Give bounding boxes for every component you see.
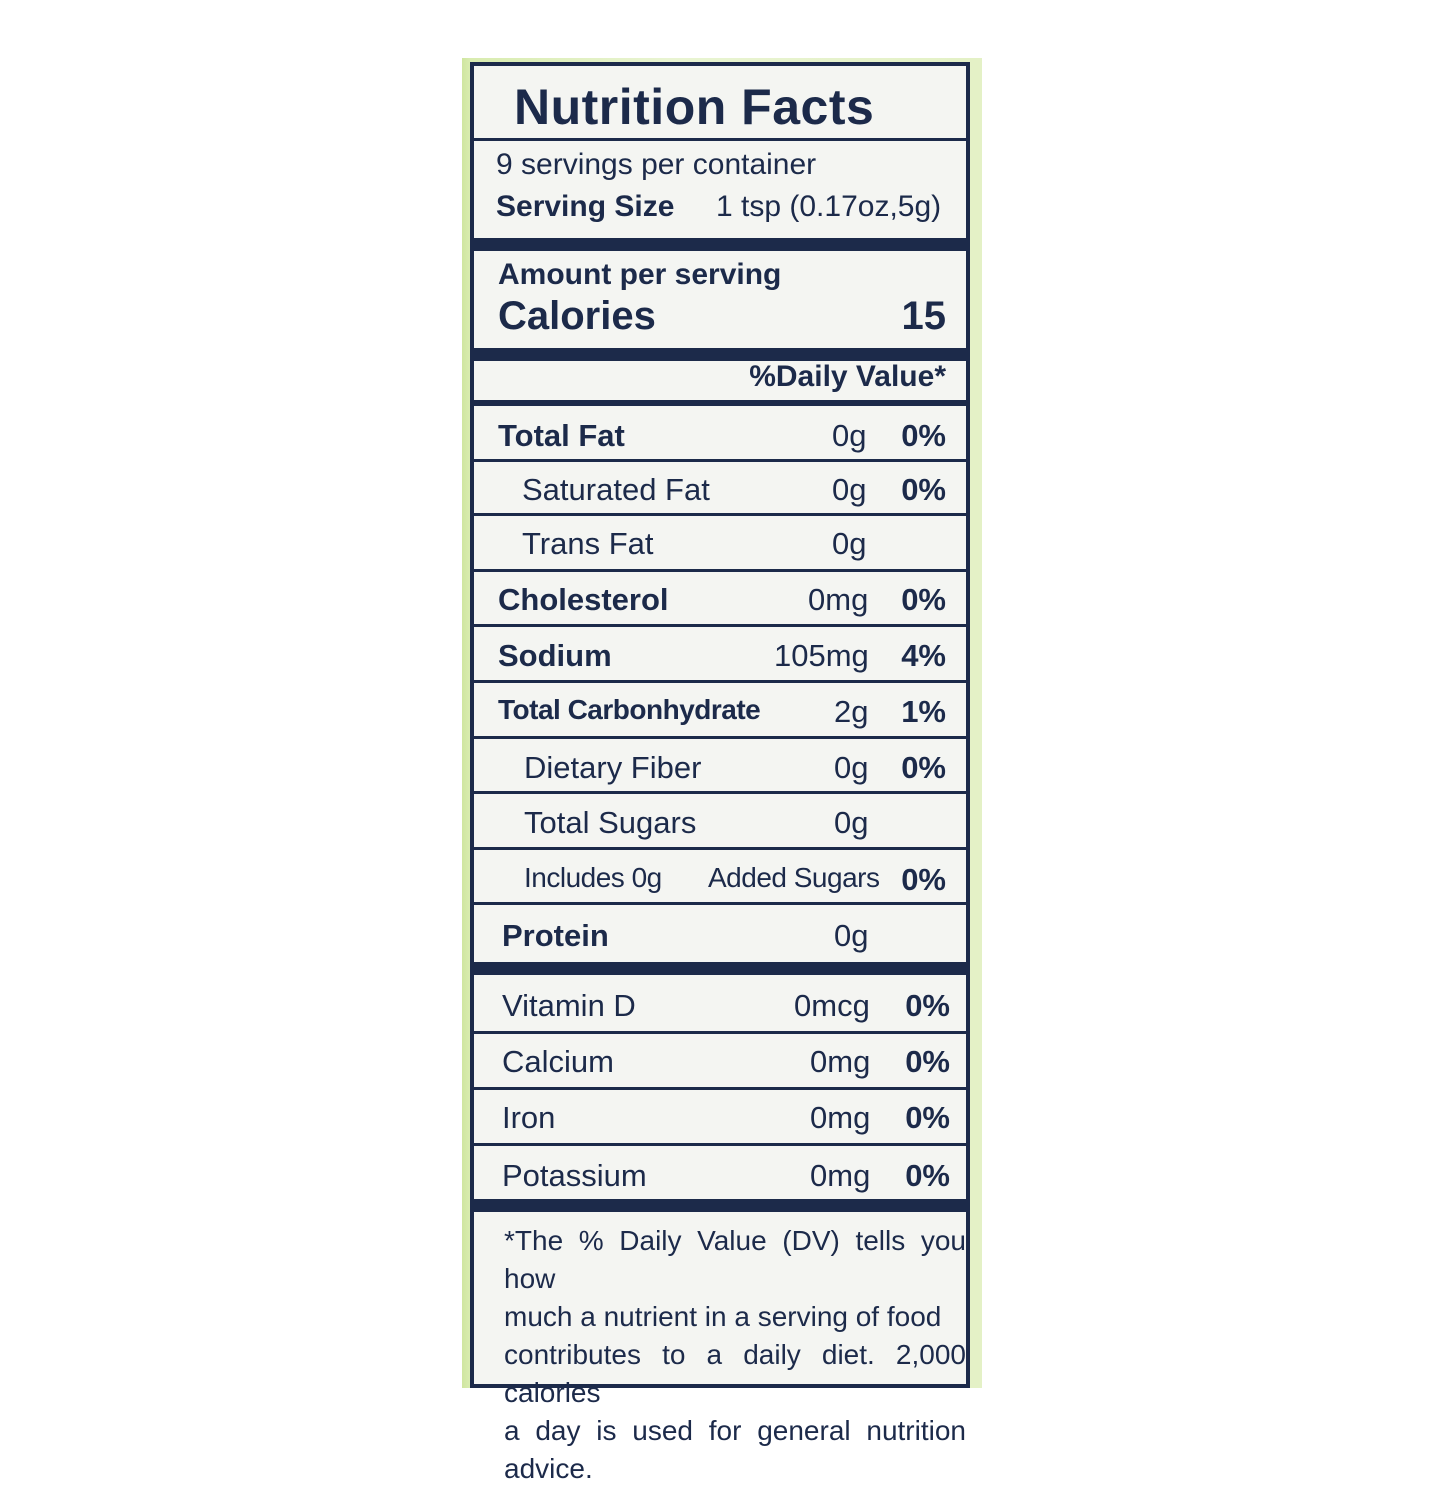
vitamin-daily-value: 0% [905, 1158, 950, 1193]
calories-label: Calories [498, 294, 656, 338]
divider [474, 791, 966, 794]
divider-thick [474, 962, 966, 975]
serving-size-label: Serving Size [496, 190, 675, 223]
daily-value-footnote: *The % Daily Value (DV) tells you how mu… [504, 1222, 966, 1488]
nutrient-amount: 2g [834, 694, 869, 729]
vitamin-daily-value: 0% [905, 1100, 950, 1135]
divider [474, 459, 966, 462]
nutrient-amount: 0g [832, 418, 867, 453]
divider [474, 847, 966, 850]
divider [474, 680, 966, 683]
vitamin-amount: 0mg [810, 1100, 871, 1135]
nutrient-amount: 0g [834, 918, 869, 953]
nutrient-name: Sodium [498, 638, 612, 673]
nutrient-name: Trans Fat [522, 526, 654, 561]
nutrient-name: Total Sugars [524, 805, 697, 840]
nutrient-name: Cholesterol [498, 582, 669, 617]
calories-value: 15 [901, 294, 947, 338]
nutrient-daily-value: 0% [901, 582, 946, 617]
servings-per-container: 9 servings per container [496, 148, 817, 181]
vitamin-name: Potassium [502, 1158, 647, 1193]
nutrient-daily-value: 1% [901, 694, 946, 729]
divider [474, 1143, 966, 1146]
nutrient-daily-value: 0% [901, 472, 946, 507]
divider [474, 513, 966, 516]
nutrient-daily-value: 0% [901, 862, 946, 897]
divider [474, 569, 966, 572]
daily-value-header: %Daily Value* [749, 360, 946, 393]
divider [474, 736, 966, 739]
vitamin-amount: 0mg [810, 1044, 871, 1079]
nutrient-amount: 0g [834, 805, 869, 840]
divider [474, 1087, 966, 1090]
nutrient-amount: Added Sugars [708, 862, 880, 893]
divider [474, 902, 966, 905]
nutrient-amount: 0g [834, 750, 869, 785]
nutrient-name: Saturated Fat [522, 472, 710, 507]
divider [474, 1031, 966, 1034]
nutrient-daily-value: 4% [901, 638, 946, 673]
vitamin-name: Iron [502, 1100, 556, 1135]
vitamin-amount: 0mg [810, 1158, 871, 1193]
nutrient-daily-value: 0% [901, 750, 946, 785]
label-title: Nutrition Facts [514, 79, 875, 135]
vitamin-daily-value: 0% [905, 988, 950, 1023]
nutrient-name: Total Fat [498, 418, 625, 453]
nutrient-amount: 0mg [808, 582, 869, 617]
nutrient-name: Protein [502, 918, 609, 953]
nutrient-daily-value: 0% [901, 418, 946, 453]
serving-size-value: 1 tsp (0.17oz,5g) [716, 190, 942, 223]
vitamin-name: Calcium [502, 1044, 614, 1079]
vitamin-daily-value: 0% [905, 1044, 950, 1079]
nutrient-amount: 105mg [774, 638, 869, 673]
nutrient-name: Total Carbonhydrate [498, 694, 761, 725]
divider [474, 400, 966, 406]
vitamin-name: Vitamin D [502, 988, 636, 1023]
divider [474, 138, 966, 141]
footnote-line: contributes to a daily diet. 2,000 calor… [504, 1339, 966, 1408]
divider-thick [474, 348, 966, 361]
footnote-line: much a nutrient in a serving of food [504, 1301, 942, 1332]
nutrient-amount: 0g [832, 472, 867, 507]
amount-per-serving: Amount per serving [498, 258, 782, 291]
footnote-line: *The % Daily Value (DV) tells you how [504, 1225, 966, 1294]
nutrition-facts-label: Nutrition Facts 9 servings per container… [470, 62, 970, 1484]
footnote-line: a day is used for general nutrition advi… [504, 1415, 966, 1484]
divider [474, 624, 966, 627]
divider-thick [474, 238, 966, 251]
nutrient-name: Includes 0g [524, 862, 662, 893]
divider-thick [474, 1199, 966, 1212]
nutrient-name: Dietary Fiber [524, 750, 702, 785]
nutrient-amount: 0g [832, 526, 867, 561]
vitamin-amount: 0mcg [794, 988, 870, 1023]
